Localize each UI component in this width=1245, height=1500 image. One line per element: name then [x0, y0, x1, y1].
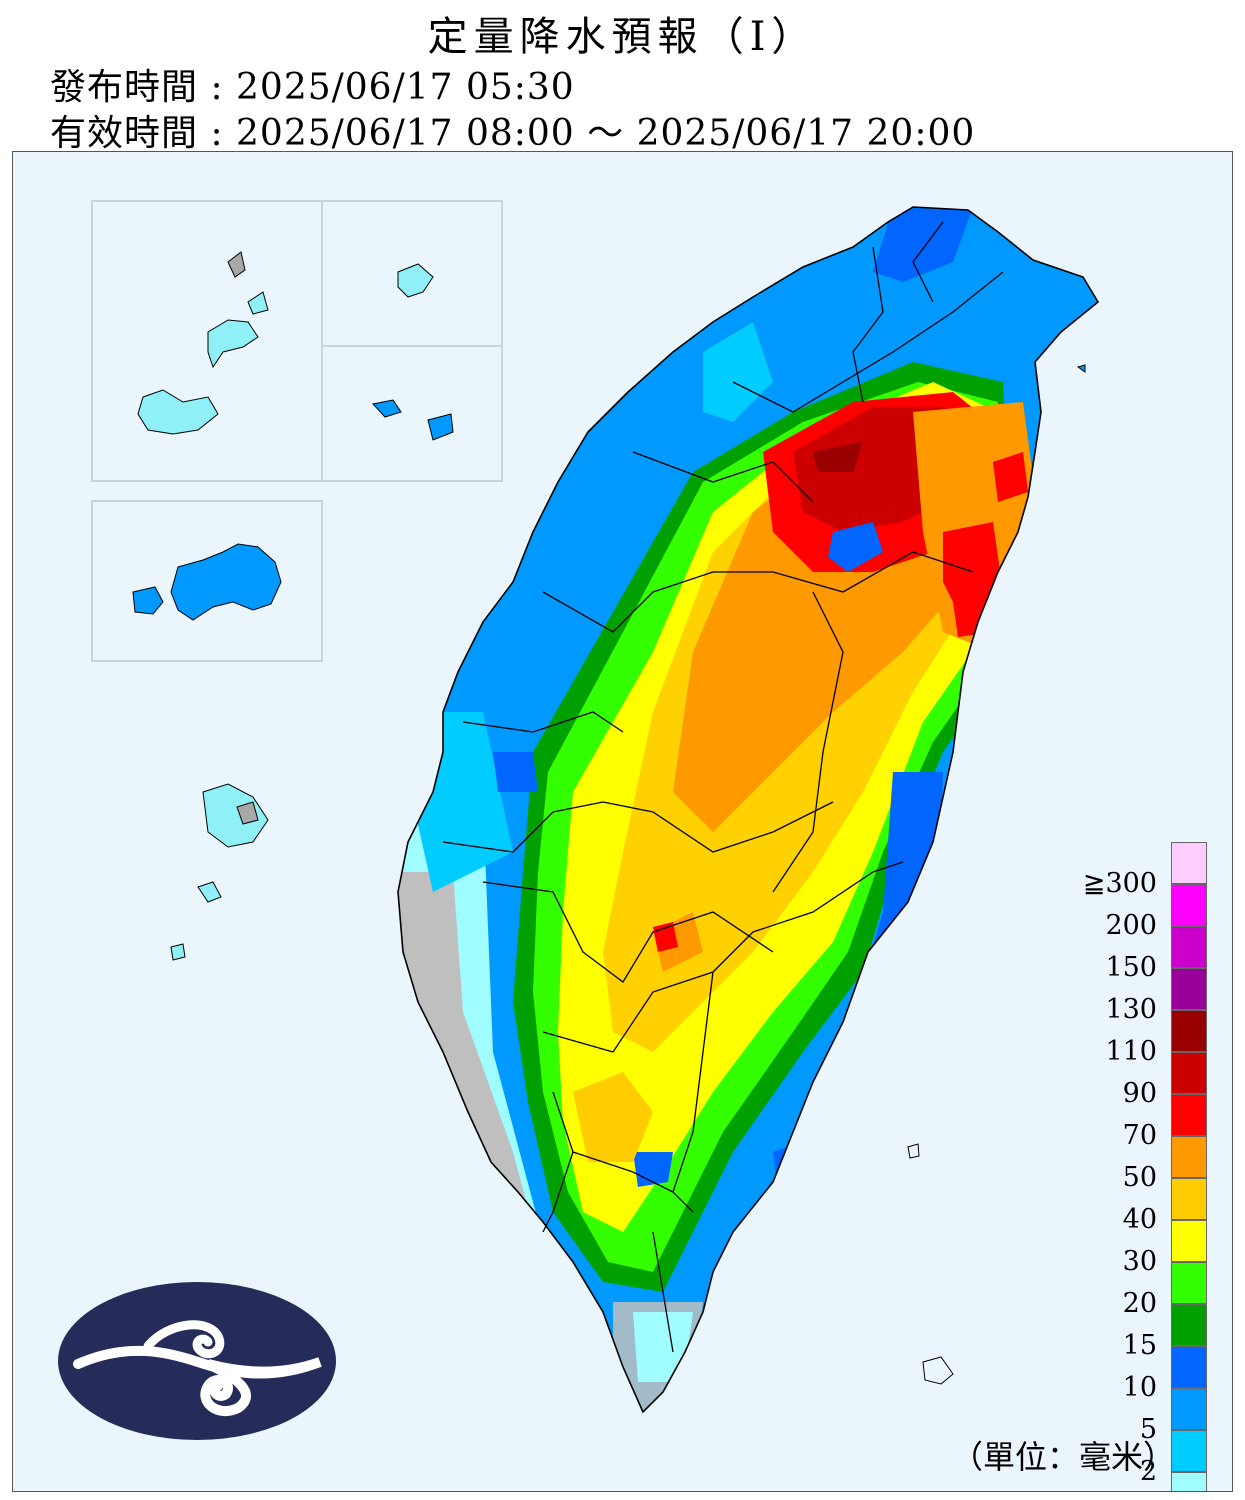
legend-label-20: 20: [1122, 1288, 1157, 1319]
legend-label-2: 2: [1139, 1456, 1157, 1487]
dongyin-islands: [372, 399, 454, 441]
legend-swatch-2: [1171, 1430, 1207, 1472]
legend-label-5: 5: [1139, 1414, 1157, 1445]
legend-swatch-200: [1171, 884, 1207, 926]
legend-swatch-5: [1171, 1388, 1207, 1430]
map-title: 定量降水預報（Ⅰ）: [427, 14, 818, 60]
kinmen-islands: [132, 543, 282, 621]
rainfall-map[interactable]: 0.51251015203040507090110130150200≧300 （…: [12, 151, 1233, 1492]
legend-label-200: 200: [1105, 910, 1157, 941]
inset-matsu: [91, 200, 323, 482]
legend-unit: （單位：毫米）: [951, 1438, 1176, 1476]
legend-swatch-30: [1171, 1220, 1207, 1262]
legend-swatch-110: [1171, 1010, 1207, 1052]
wuqiu-islands: [397, 263, 434, 298]
county-boundaries: [442, 221, 1004, 1353]
east-islets: [907, 364, 1086, 1385]
valid-time: 有效時間 : 2025/06/17 08:00 ～ 2025/06/17 20:…: [50, 113, 976, 154]
map-canvas: [132, 206, 1100, 1414]
legend-label-≧300: ≧300: [1082, 868, 1157, 899]
legend-swatch-70: [1171, 1094, 1207, 1136]
legend-label-130: 130: [1105, 994, 1157, 1025]
legend-swatch-130: [1171, 968, 1207, 1010]
legend-swatch-15: [1171, 1304, 1207, 1346]
legend-swatch-40: [1171, 1178, 1207, 1220]
matsu-islands: [137, 251, 269, 435]
penghu-islands: [170, 783, 269, 961]
legend-label-40: 40: [1122, 1204, 1157, 1235]
cwa-logo: [58, 1282, 336, 1440]
legend-label-10: 10: [1122, 1372, 1157, 1403]
legend-label-70: 70: [1122, 1120, 1157, 1151]
issue-time: 發布時間 : 2025/06/17 05:30: [50, 67, 575, 108]
legend-swatch-≧300: [1171, 842, 1207, 884]
legend-label-15: 15: [1122, 1330, 1157, 1361]
inset-dongyin: [321, 345, 503, 482]
rainfall-fill: [398, 207, 1098, 1412]
legend-swatch-90: [1171, 1052, 1207, 1094]
legend-label-30: 30: [1122, 1246, 1157, 1277]
legend-label-150: 150: [1105, 952, 1157, 983]
legend-swatch-10: [1171, 1346, 1207, 1388]
legend-swatch-1: [1171, 1472, 1207, 1491]
legend-label-50: 50: [1122, 1162, 1157, 1193]
legend-swatch-150: [1171, 926, 1207, 968]
taiwan-outline: [397, 206, 1100, 1414]
legend-label-110: 110: [1105, 1036, 1157, 1067]
legend-label-90: 90: [1122, 1078, 1157, 1109]
legend-swatch-50: [1171, 1136, 1207, 1178]
legend-swatch-20: [1171, 1262, 1207, 1304]
